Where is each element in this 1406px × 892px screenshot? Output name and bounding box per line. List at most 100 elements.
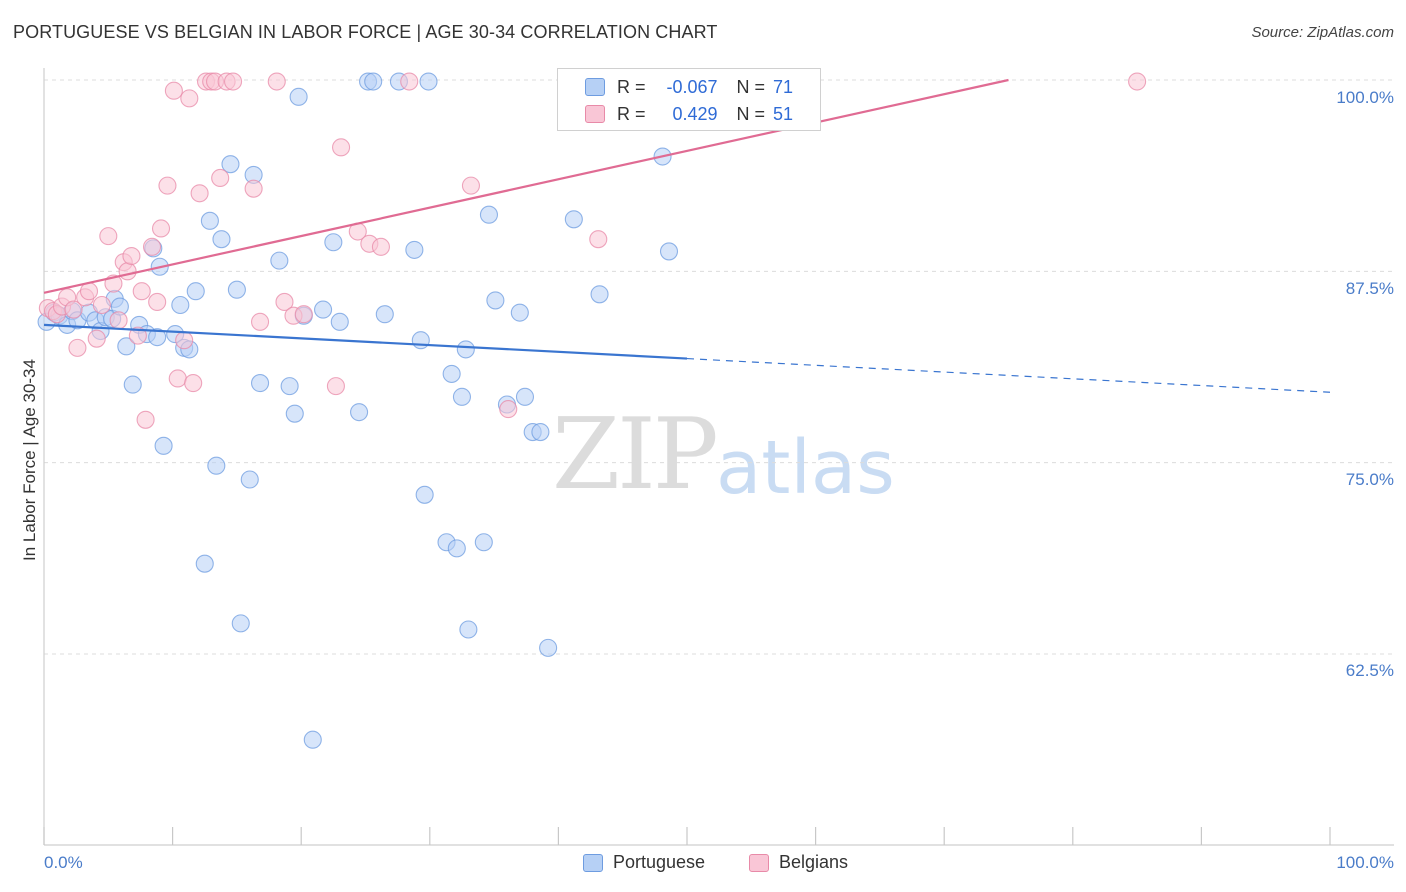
portuguese-point-48 [375, 305, 394, 324]
portuguese-point-30 [221, 155, 240, 174]
portuguese-point-70 [590, 285, 609, 304]
portuguese-point-28 [207, 456, 226, 475]
portuguese-point-51 [411, 331, 430, 350]
portuguese-point-25 [186, 282, 205, 301]
portuguese-point-42 [314, 300, 333, 319]
y-tick-label-87-5: 87.5% [1345, 279, 1394, 298]
portuguese-point-41 [303, 730, 322, 749]
portuguese-point-50 [405, 240, 424, 259]
legend-n-value: 71 [773, 76, 794, 97]
belgians-point-43 [332, 138, 351, 157]
belgians-point-20 [142, 237, 162, 256]
belgians-point-35 [223, 72, 243, 91]
portuguese-point-58 [456, 340, 475, 359]
watermark-zip: ZIP [552, 398, 719, 512]
portuguese-point-32 [231, 614, 250, 633]
belgians-point-21 [148, 292, 167, 311]
belgians-point-48 [461, 176, 481, 195]
belgians-point-22 [151, 219, 171, 238]
belgians-point-50 [589, 230, 608, 249]
belgians-point-33 [211, 168, 230, 188]
portuguese-point-61 [479, 205, 499, 224]
belgians-point-29 [190, 184, 209, 203]
portuguese-point-37 [280, 377, 299, 396]
portuguese-point-65 [515, 387, 535, 406]
belgians-point-51 [1128, 72, 1147, 91]
portuguese-trend-line [43, 323, 688, 360]
legend-r-label: R = [617, 76, 646, 97]
source-label: Source: ZipAtlas.com [1251, 24, 1394, 41]
x-tick-label-max: 100.0% [1336, 853, 1394, 872]
legend-r-label: R = [617, 103, 646, 124]
legend-row-belgians: R = 0.429 N = 51 [558, 101, 793, 127]
portuguese-point-59 [459, 620, 478, 639]
belgians-point-42 [326, 377, 345, 396]
y-tick-label-100: 100.0% [1336, 88, 1394, 107]
portuguese-point-72 [659, 242, 679, 261]
portuguese-point-67 [531, 423, 550, 442]
portuguese-point-39 [289, 87, 308, 106]
belgians-point-19 [136, 410, 155, 429]
legend-swatch-blue [585, 78, 605, 96]
portuguese-point-33 [240, 470, 259, 489]
portuguese-point-53 [419, 72, 438, 91]
portuguese-point-47 [364, 72, 383, 91]
portuguese-point-62 [486, 291, 505, 310]
belgians-point-36 [244, 179, 263, 198]
belgians-point-24 [164, 81, 183, 100]
x-tick-label-min: 0.0% [44, 853, 83, 872]
portuguese-point-29 [212, 230, 231, 249]
belgians-point-28 [184, 374, 203, 393]
portuguese-point-36 [270, 251, 289, 270]
portuguese-point-69 [564, 210, 583, 229]
legend-n-value: 51 [773, 103, 794, 124]
belgians-point-6 [68, 338, 87, 357]
belgians-point-39 [275, 292, 294, 311]
belgians-point-13 [109, 311, 128, 330]
portuguese-point-27 [200, 211, 219, 230]
portuguese-point-35 [250, 374, 270, 393]
watermark-atlas: atlas [716, 425, 895, 511]
legend-swatch-pink [585, 105, 605, 123]
portuguese-point-55 [442, 364, 461, 383]
legend-n-label: N = [736, 103, 766, 124]
portuguese-point-13 [117, 337, 136, 356]
belgians-point-9 [87, 329, 106, 348]
series-legend-belgians[interactable]: Belgians [749, 852, 848, 873]
belgians-point-15 [118, 262, 137, 281]
legend-r-value: 0.429 [672, 103, 718, 124]
belgians-point-5 [64, 300, 83, 319]
chart-title: PORTUGUESE VS BELGIAN IN LABOR FORCE | A… [13, 22, 718, 42]
belgians-point-46 [371, 237, 390, 256]
belgians-point-49 [499, 400, 518, 419]
portuguese-point-60 [474, 533, 493, 552]
belgians-point-38 [267, 72, 286, 91]
legend-n-label: N = [736, 76, 766, 97]
portuguese-point-18 [154, 436, 173, 455]
belgians-point-23 [158, 176, 177, 195]
series-swatch-blue [583, 853, 603, 872]
series-legend-label: Portuguese [613, 852, 706, 872]
portuguese-point-22 [171, 295, 190, 315]
portuguese-point-38 [285, 404, 304, 423]
belgians-point-26 [175, 331, 194, 350]
portuguese-point-17 [148, 328, 167, 347]
belgians-point-47 [400, 72, 419, 91]
portuguese-point-56 [447, 539, 466, 558]
portuguese-point-64 [510, 303, 529, 322]
portuguese-point-57 [452, 387, 472, 406]
series-swatch-pink [749, 853, 769, 872]
belgians-point-18 [132, 282, 151, 301]
belgians-point-27 [180, 89, 199, 108]
belgians-point-8 [79, 282, 99, 301]
legend-r-value: -0.067 [666, 76, 718, 97]
belgians-point-25 [168, 369, 187, 388]
correlation-legend: R = -0.067 N = 71 R = 0.429 N = 51 [557, 68, 821, 131]
belgians-point-16 [122, 246, 141, 266]
portuguese-point-43 [324, 233, 343, 252]
series-legend-portuguese[interactable]: Portuguese [583, 852, 705, 873]
y-tick-label-62-5: 62.5% [1345, 661, 1394, 680]
portuguese-point-68 [539, 638, 558, 657]
portuguese-point-52 [415, 485, 434, 504]
